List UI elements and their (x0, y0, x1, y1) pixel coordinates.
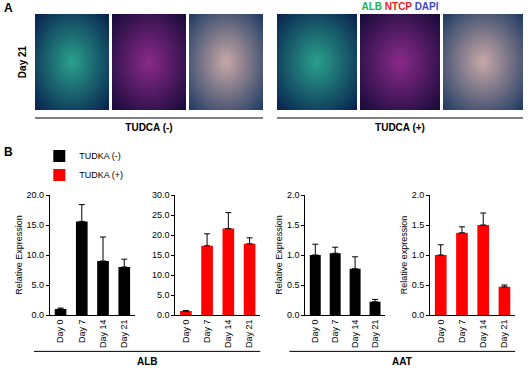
svg-text:Day 14: Day 14 (478, 320, 488, 349)
svg-text:1.0: 1.0 (412, 250, 425, 260)
svg-text:Day 7: Day 7 (457, 320, 467, 344)
svg-text:20.0: 20.0 (152, 230, 170, 240)
svg-text:0.0: 0.0 (412, 310, 425, 320)
svg-text:Day 0: Day 0 (436, 320, 446, 344)
svg-text:TUDKA (+): TUDKA (+) (79, 170, 123, 180)
svg-text:1.0: 1.0 (287, 250, 300, 260)
svg-text:15.0: 15.0 (152, 250, 170, 260)
svg-text:Relative Expression: Relative Expression (274, 215, 284, 295)
svg-text:Relative Expression: Relative Expression (14, 215, 24, 295)
svg-text:10.0: 10.0 (27, 250, 45, 260)
svg-text:Day 14: Day 14 (350, 320, 360, 349)
svg-text:Day 0: Day 0 (310, 320, 320, 344)
svg-text:Day 21: Day 21 (499, 320, 509, 349)
svg-text:Day 0: Day 0 (181, 320, 191, 344)
svg-text:Day 21: Day 21 (370, 320, 380, 349)
svg-text:2.0: 2.0 (412, 190, 425, 200)
svg-text:Day 7: Day 7 (77, 320, 87, 344)
svg-text:0.5: 0.5 (412, 280, 425, 290)
svg-text:1.5: 1.5 (287, 220, 300, 230)
svg-text:5.0: 5.0 (157, 290, 170, 300)
svg-text:25.0: 25.0 (152, 210, 170, 220)
svg-text:Day 7: Day 7 (330, 320, 340, 344)
svg-text:Day 14: Day 14 (98, 320, 108, 349)
svg-text:0.0: 0.0 (157, 310, 170, 320)
svg-text:Day 7: Day 7 (202, 320, 212, 344)
svg-text:20.0: 20.0 (27, 190, 45, 200)
svg-text:TUDCA (-): TUDCA (-) (125, 122, 172, 133)
svg-text:10.0: 10.0 (152, 270, 170, 280)
svg-text:15.0: 15.0 (27, 220, 45, 230)
svg-text:Day 21: Day 21 (119, 320, 129, 349)
svg-text:Day 14: Day 14 (223, 320, 233, 349)
svg-text:0.0: 0.0 (287, 310, 300, 320)
svg-text:A: A (4, 1, 13, 15)
svg-text:5.0: 5.0 (32, 280, 45, 290)
svg-text:ALB NTCP DAPI: ALB NTCP DAPI (361, 1, 438, 12)
svg-text:TUDKA (-): TUDKA (-) (79, 151, 121, 161)
svg-text:0.5: 0.5 (287, 280, 300, 290)
svg-text:Relative expression: Relative expression (399, 216, 409, 295)
svg-text:0.0: 0.0 (32, 310, 45, 320)
svg-text:Day 0: Day 0 (55, 320, 65, 344)
svg-text:2.0: 2.0 (287, 190, 300, 200)
svg-text:1.5: 1.5 (412, 220, 425, 230)
svg-text:30.0: 30.0 (152, 190, 170, 200)
svg-text:TUDCA (+): TUDCA (+) (375, 122, 425, 133)
svg-text:Day 21: Day 21 (17, 45, 28, 78)
svg-text:Day 21: Day 21 (244, 320, 254, 349)
svg-text:B: B (4, 145, 13, 159)
svg-text:AAT: AAT (392, 356, 412, 367)
svg-text:ALB: ALB (137, 356, 158, 367)
